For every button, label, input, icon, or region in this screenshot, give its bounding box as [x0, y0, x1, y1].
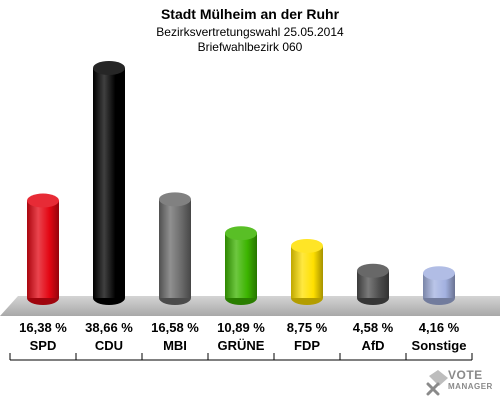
category-label: FDP: [294, 338, 320, 353]
value-label: 8,75 %: [287, 320, 328, 335]
category-label: SPD: [30, 338, 57, 353]
bars-layer: [27, 60, 455, 305]
category-label: CDU: [95, 338, 123, 353]
bar-spd: [27, 193, 59, 305]
bar-top: [27, 193, 59, 208]
bar-grüne: [225, 226, 257, 305]
bar-top: [93, 60, 125, 75]
category-label: MBI: [163, 338, 187, 353]
labels-layer: 16,38 % SPD 38,66 % CDU 16,58 % MBI 10,89 % GRÜ…: [19, 320, 466, 353]
bar-body: [291, 245, 323, 298]
chart-subtitle-district: Briefwahlbezirk 060: [197, 40, 303, 54]
value-label: 4,16 %: [419, 320, 460, 335]
watermark-line-1: VOTE: [448, 368, 483, 382]
category-label: AfD: [361, 338, 384, 353]
bar-top: [159, 192, 191, 207]
category-label: GRÜNE: [218, 338, 265, 353]
chart-title: Stadt Mülheim an der Ruhr: [160, 6, 340, 22]
value-label: 38,66 %: [85, 320, 133, 335]
value-label: 4,58 %: [353, 320, 394, 335]
bar-cdu: [93, 60, 125, 305]
bar-top: [357, 263, 389, 278]
value-label: 16,38 %: [19, 320, 67, 335]
bar-mbi: [159, 192, 191, 305]
chart-subtitle-election: Bezirksvertretungswahl 25.05.2014: [156, 25, 344, 39]
ballot-cross-icon: [426, 370, 448, 396]
bar-afd: [357, 263, 389, 305]
bar-body: [27, 200, 59, 298]
bar-top: [225, 226, 257, 241]
watermark-line-2: MANAGER: [448, 382, 493, 391]
bar-body: [225, 233, 257, 298]
vote-manager-watermark: VOTE MANAGER: [426, 366, 498, 398]
value-label: 10,89 %: [217, 320, 265, 335]
bar-top: [423, 266, 455, 281]
bar-top: [291, 238, 323, 253]
bar-body: [93, 67, 125, 299]
bar-sonstige: [423, 266, 455, 305]
bar-fdp: [291, 238, 323, 305]
category-label: Sonstige: [412, 338, 467, 353]
category-axis: [9, 353, 473, 361]
bar-body: [159, 199, 191, 298]
value-label: 16,58 %: [151, 320, 199, 335]
